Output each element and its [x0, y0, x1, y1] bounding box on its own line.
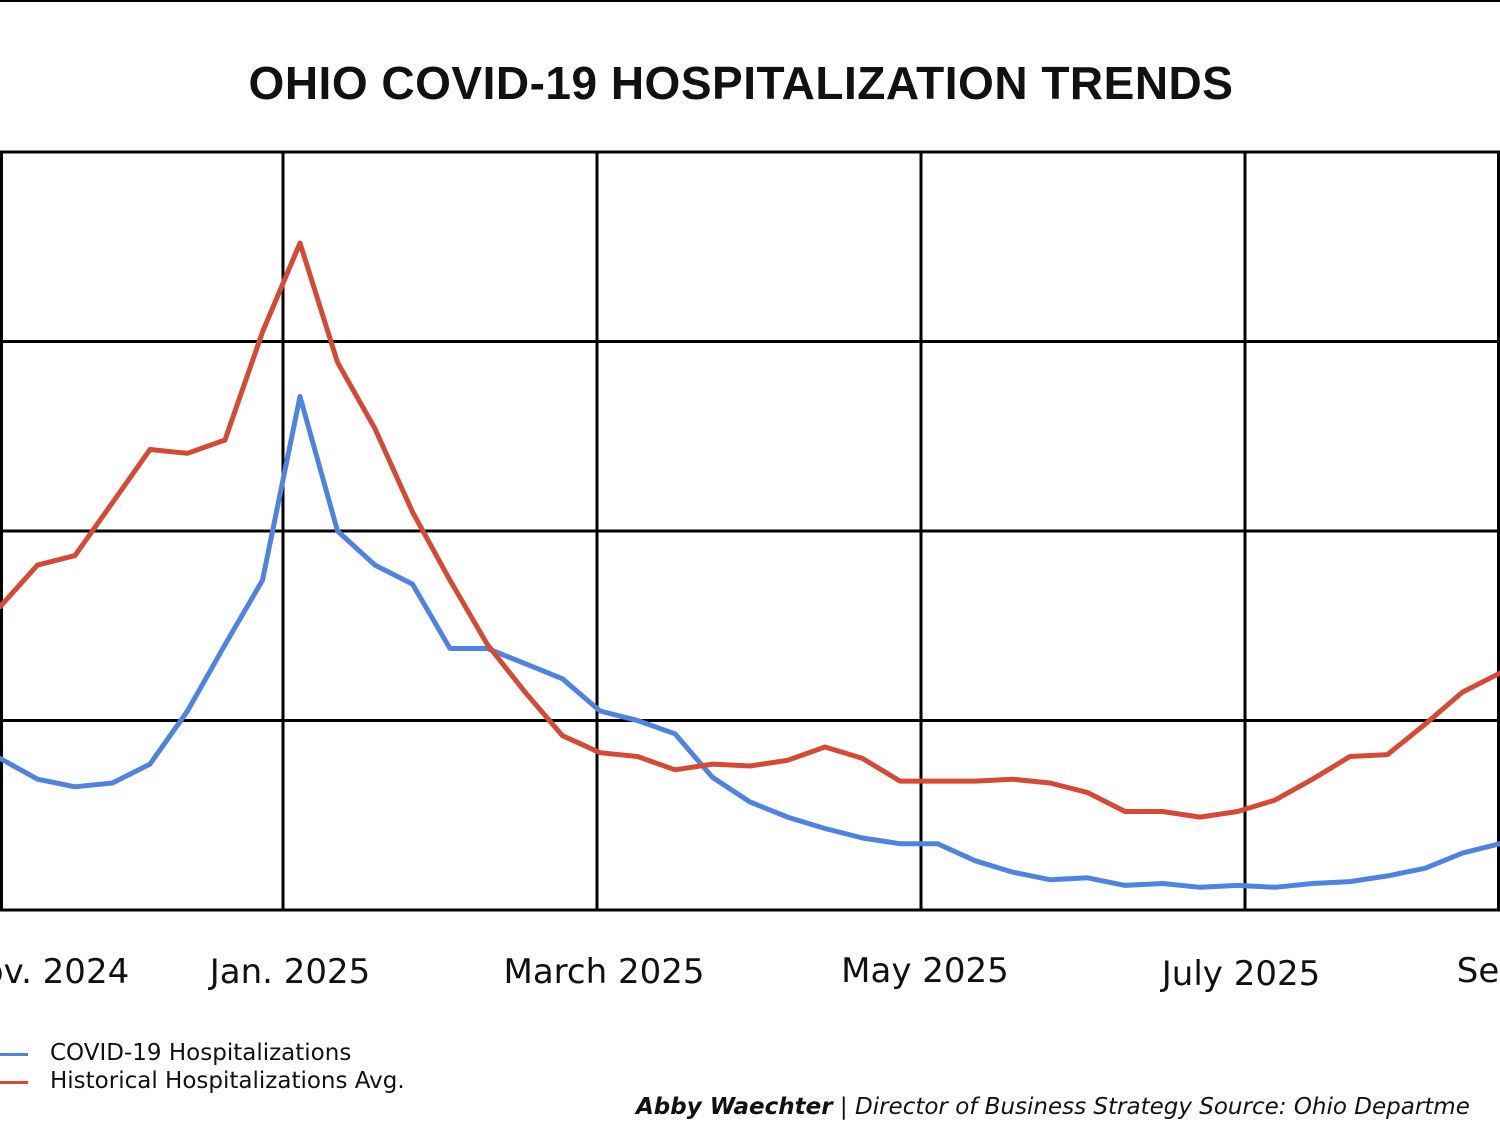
legend-item-historical: Historical Hospitalizations Avg.	[0, 1068, 480, 1096]
top-rule	[0, 0, 1500, 2]
legend-label-historical: Historical Hospitalizations Avg.	[50, 1068, 405, 1094]
plot-frame	[0, 150, 1500, 912]
legend-item-covid: COVID-19 Hospitalizations	[0, 1040, 480, 1068]
credit-text: | Director of Business Strategy Source: …	[832, 1094, 1470, 1120]
x-tick-label: Jan. 2025	[208, 952, 371, 992]
credit-line: Abby Waechter | Director of Business Str…	[636, 1094, 1470, 1120]
legend-swatch-covid	[0, 1053, 28, 1056]
chart-title: OHIO COVID-19 HOSPITALIZATION TRENDS	[248, 57, 1234, 109]
chart-series	[0, 240, 1500, 890]
chart-grid	[0, 150, 1500, 912]
x-tick-label: Se	[1457, 951, 1500, 991]
line-chart: ov. 2024 Jan. 2025 March 2025 May 2025 July …	[0, 150, 1500, 994]
x-axis-ticks: ov. 2024 Jan. 2025 March 2025 May 2025 July …	[0, 951, 1499, 994]
x-tick-label: March 2025	[504, 952, 705, 992]
legend-swatch-historical	[0, 1081, 28, 1084]
credit-author: Abby Waechter	[636, 1094, 833, 1120]
x-tick-label: July 2025	[1160, 954, 1320, 994]
series-line-historical	[0, 240, 1500, 820]
legend-label-covid: COVID-19 Hospitalizations	[50, 1040, 352, 1066]
x-tick-label: ov. 2024	[0, 952, 129, 992]
series-line-covid	[0, 394, 1500, 890]
x-tick-label: May 2025	[841, 951, 1009, 991]
